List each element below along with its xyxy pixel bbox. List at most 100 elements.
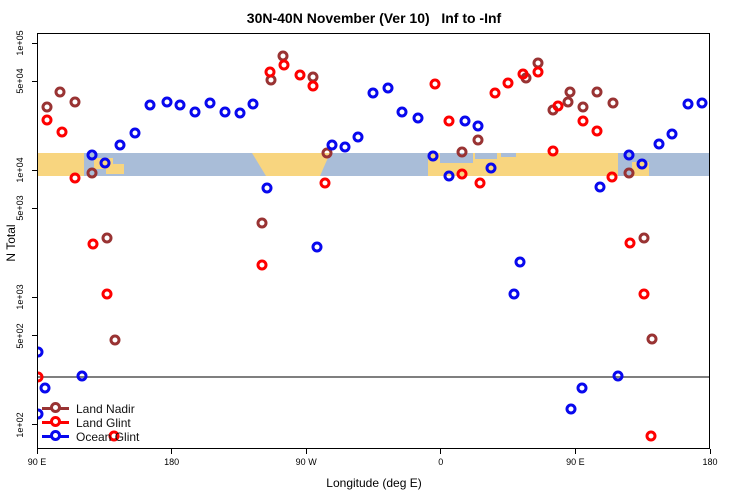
y-tick-label: 5e+04 [15,68,25,94]
data-point-ocean-glint [623,149,635,161]
y-tick [32,335,37,337]
x-tick [36,449,38,454]
land-mass [38,153,84,176]
data-point-ocean-glint [38,408,44,420]
data-point-ocean-glint [247,98,259,110]
data-point-ocean-glint [76,370,88,382]
x-tick [709,449,711,454]
data-point-land-glint [517,68,529,80]
legend-item-ocean-glint: Ocean Glint [42,429,182,444]
legend-marker-circle [50,430,61,441]
inland-sea [501,153,516,157]
data-point-ocean-glint [326,139,338,151]
threshold-line [38,376,709,379]
data-point-ocean-glint [485,162,497,174]
y-tick [32,80,37,82]
data-point-land-glint [489,87,501,99]
data-point-ocean-glint [508,288,520,300]
data-point-land-glint [624,237,636,249]
data-point-land-glint [532,66,544,78]
data-point-land-glint [56,126,68,138]
data-point-land-glint [443,115,455,127]
data-point-ocean-glint [412,112,424,124]
legend: Land Nadir Land Glint Ocean Glint [42,401,182,446]
data-point-land-nadir [54,86,66,98]
data-point-land-glint [638,288,650,300]
plot-area: Land Nadir Land Glint Ocean Glint [38,34,709,448]
data-point-land-glint [69,172,81,184]
x-tick-label: 180 [164,457,180,467]
world-map-latitude-band [38,153,709,176]
data-point-land-nadir [623,167,635,179]
data-point-land-nadir [101,232,113,244]
data-point-land-glint [577,115,589,127]
x-tick [305,449,307,454]
data-point-land-nadir [321,147,333,159]
data-point-land-glint [41,114,53,126]
y-tick [32,207,37,209]
y-axis-title: N Total [4,224,18,262]
data-point-ocean-glint [352,131,364,143]
data-point-ocean-glint [653,138,665,150]
data-point-land-glint [591,125,603,137]
x-tick-label: 90 E [566,457,585,467]
x-tick [574,449,576,454]
y-tick-label: 1e+02 [15,411,25,438]
data-point-ocean-glint [311,241,323,253]
inland-sea [475,153,497,159]
data-point-land-nadir [86,167,98,179]
data-point-land-nadir [562,96,574,108]
legend-label: Land Glint [76,416,131,430]
data-point-land-nadir [109,334,121,346]
y-tick-label: 1e+04 [15,157,25,183]
data-point-ocean-glint [174,99,186,111]
data-point-land-nadir [638,232,650,244]
data-point-land-nadir [69,96,81,108]
data-point-ocean-glint [594,181,606,193]
y-tick-label: 1e+03 [15,284,25,311]
data-point-land-glint [552,100,564,112]
x-tick [171,449,173,454]
data-point-land-glint [319,177,331,189]
x-tick-label: 0 [438,457,444,467]
data-point-land-nadir [564,86,576,98]
data-point-ocean-glint [682,98,694,110]
x-tick-label: 180 [702,457,718,467]
data-point-land-glint [429,78,441,90]
data-point-land-glint [256,259,268,271]
data-point-ocean-glint [696,97,708,109]
data-point-ocean-glint [514,256,526,268]
data-point-ocean-glint [576,382,588,394]
data-point-land-nadir [41,101,53,113]
data-point-land-glint [108,430,120,442]
data-point-ocean-glint [666,128,678,140]
data-point-ocean-glint [219,106,231,118]
land-mass [106,164,124,174]
data-point-land-glint [87,238,99,250]
data-point-ocean-glint [396,106,408,118]
data-point-ocean-glint [339,141,351,153]
x-axis-title: Longitude (deg E) [326,476,422,490]
x-tick-label: 90 W [295,457,317,467]
data-point-ocean-glint [443,170,455,182]
legend-label: Land Nadir [76,402,135,416]
data-point-ocean-glint [427,150,439,162]
data-point-land-nadir [456,146,468,158]
data-point-ocean-glint [459,115,471,127]
data-point-ocean-glint [234,107,246,119]
data-point-land-glint [307,80,319,92]
land-mass-north-america [252,153,330,176]
data-point-land-nadir [591,86,603,98]
y-tick [32,42,37,44]
data-point-ocean-glint [99,157,111,169]
data-point-land-glint [502,77,514,89]
data-point-land-glint [474,177,486,189]
x-tick [440,449,442,454]
legend-item-land-glint: Land Glint [42,415,182,430]
data-point-ocean-glint [472,120,484,132]
data-point-ocean-glint [161,96,173,108]
data-point-ocean-glint [612,370,624,382]
data-point-land-glint [101,288,113,300]
data-point-land-glint [38,371,44,383]
